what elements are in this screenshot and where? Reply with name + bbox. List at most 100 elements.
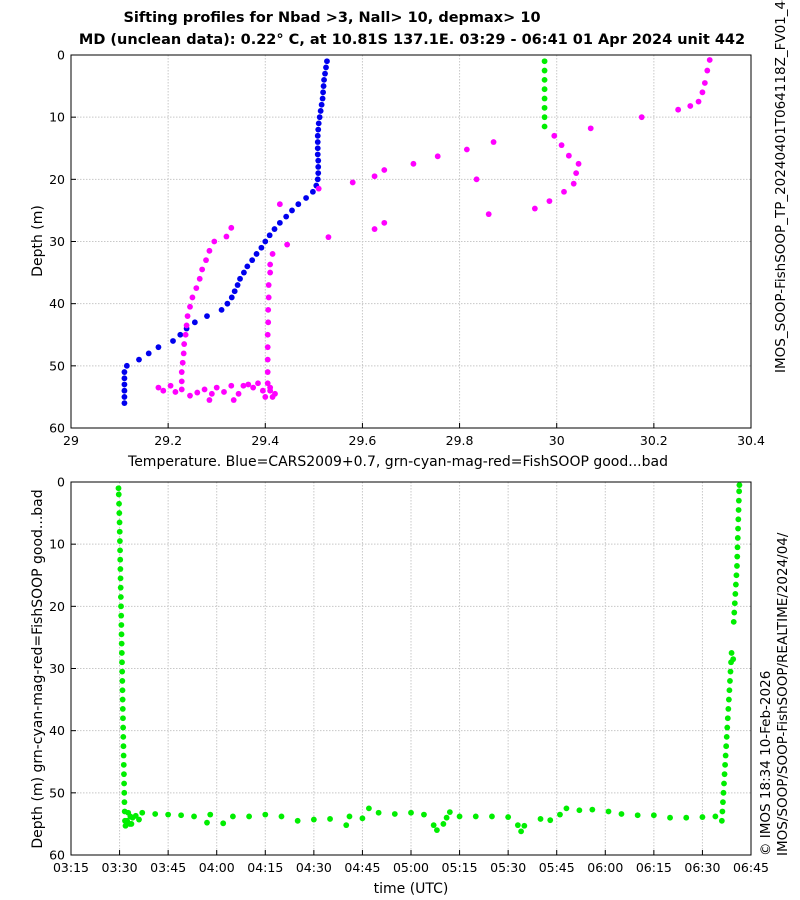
green-data-point	[736, 482, 743, 489]
blue-data-point	[231, 288, 238, 295]
green-data-point	[730, 618, 737, 625]
blue-data-point	[224, 300, 231, 307]
green-data-point	[120, 761, 127, 768]
magenta-data-point	[284, 241, 291, 248]
magenta-data-point	[276, 201, 283, 208]
green-data-point	[391, 811, 398, 817]
y-tick-label: 30	[49, 234, 65, 249]
green-data-point	[139, 809, 146, 816]
x-axis-label: time (UTC)	[374, 881, 449, 897]
green-data-point	[118, 612, 125, 619]
y-tick-label: 20	[49, 599, 65, 614]
green-data-point	[121, 799, 128, 806]
y-tick-label: 60	[49, 848, 65, 863]
blue-data-point	[315, 164, 322, 170]
magenta-data-point	[264, 356, 271, 363]
blue-data-point	[121, 369, 128, 375]
magenta-data-point	[187, 392, 193, 399]
green-data-point	[119, 687, 126, 694]
magenta-data-point	[264, 344, 271, 351]
green-data-point	[294, 817, 301, 824]
green-data-point	[119, 668, 126, 675]
magenta-data-point	[255, 380, 261, 387]
blue-data-point	[314, 139, 321, 145]
green-data-point	[541, 114, 548, 121]
blue-data-point	[253, 251, 260, 257]
green-data-point	[722, 761, 728, 768]
green-data-point	[563, 805, 570, 812]
y-tick-label: 20	[49, 172, 65, 187]
green-data-point	[605, 808, 612, 815]
x-tick-label: 29.8	[446, 433, 474, 448]
green-data-point	[118, 650, 125, 656]
magenta-data-point	[315, 185, 322, 192]
blue-data-point	[121, 394, 128, 400]
green-data-point	[541, 76, 548, 83]
blue-data-point	[121, 387, 128, 394]
magenta-data-point	[565, 152, 572, 159]
blue-data-point	[177, 331, 184, 338]
magenta-data-point	[178, 369, 185, 375]
magenta-data-point	[206, 247, 213, 254]
blue-data-point	[145, 350, 152, 357]
green-data-point	[121, 789, 128, 796]
green-data-point	[430, 822, 437, 829]
blue-data-point	[295, 201, 302, 208]
blue-data-point	[303, 195, 309, 201]
blue-data-point	[155, 344, 162, 351]
green-data-point	[327, 816, 333, 822]
green-data-point	[505, 814, 512, 820]
x-tick-label: 04:15	[247, 860, 283, 875]
green-data-point	[118, 622, 125, 628]
blue-data-point	[121, 375, 128, 382]
blue-data-point	[314, 132, 321, 139]
magenta-data-point	[695, 98, 702, 105]
green-data-point	[204, 819, 210, 826]
green-data-point	[699, 814, 706, 820]
green-data-point	[719, 808, 726, 815]
green-data-point	[489, 813, 495, 820]
green-data-point	[152, 811, 159, 817]
green-data-point	[541, 123, 548, 130]
time-depth-plot: 03:15 03:30 03:45 04:00 04:15 04:30 04:45 05:00…	[30, 475, 769, 898]
blue-data-point	[204, 313, 210, 319]
magenta-data-point	[250, 384, 257, 391]
blue-data-point	[218, 306, 225, 313]
blue-data-point	[266, 232, 273, 239]
blue-data-point	[234, 282, 241, 288]
magenta-data-point	[675, 106, 682, 113]
green-data-point	[456, 813, 463, 820]
blue-data-point	[276, 219, 283, 226]
x-tick-label: 06:00	[587, 860, 623, 875]
magenta-data-point	[687, 103, 694, 109]
x-tick-label: 30.2	[640, 433, 668, 448]
green-data-point	[117, 594, 124, 600]
magenta-data-point	[264, 369, 271, 375]
x-tick-label: 29.6	[349, 433, 377, 448]
magenta-data-point	[699, 89, 706, 96]
green-data-point	[191, 813, 197, 820]
blue-data-point	[191, 319, 198, 326]
blue-data-point	[315, 157, 322, 164]
blue-data-point	[123, 362, 130, 369]
y-tick-label: 50	[49, 358, 65, 373]
green-data-point	[726, 687, 733, 694]
x-tick-label: 29.4	[251, 433, 279, 448]
green-data-point	[724, 724, 731, 731]
y-tick-label: 10	[49, 537, 65, 552]
blue-data-point	[323, 64, 329, 71]
green-data-point	[120, 752, 127, 759]
y-axis-label: Depth (m) grn-cyan-mag-red=FishSOOP good…	[30, 489, 46, 848]
green-data-point	[115, 491, 122, 498]
magenta-data-point	[371, 173, 378, 180]
x-tick-label: 30.4	[737, 433, 765, 448]
green-data-point	[712, 813, 719, 820]
green-data-point	[537, 816, 544, 822]
green-data-point	[119, 696, 126, 703]
green-data-point	[120, 743, 127, 750]
green-data-point	[116, 538, 123, 544]
green-data-point	[735, 507, 742, 513]
magenta-data-point	[223, 233, 230, 240]
magenta-data-point	[228, 382, 235, 389]
magenta-data-point	[575, 160, 582, 167]
